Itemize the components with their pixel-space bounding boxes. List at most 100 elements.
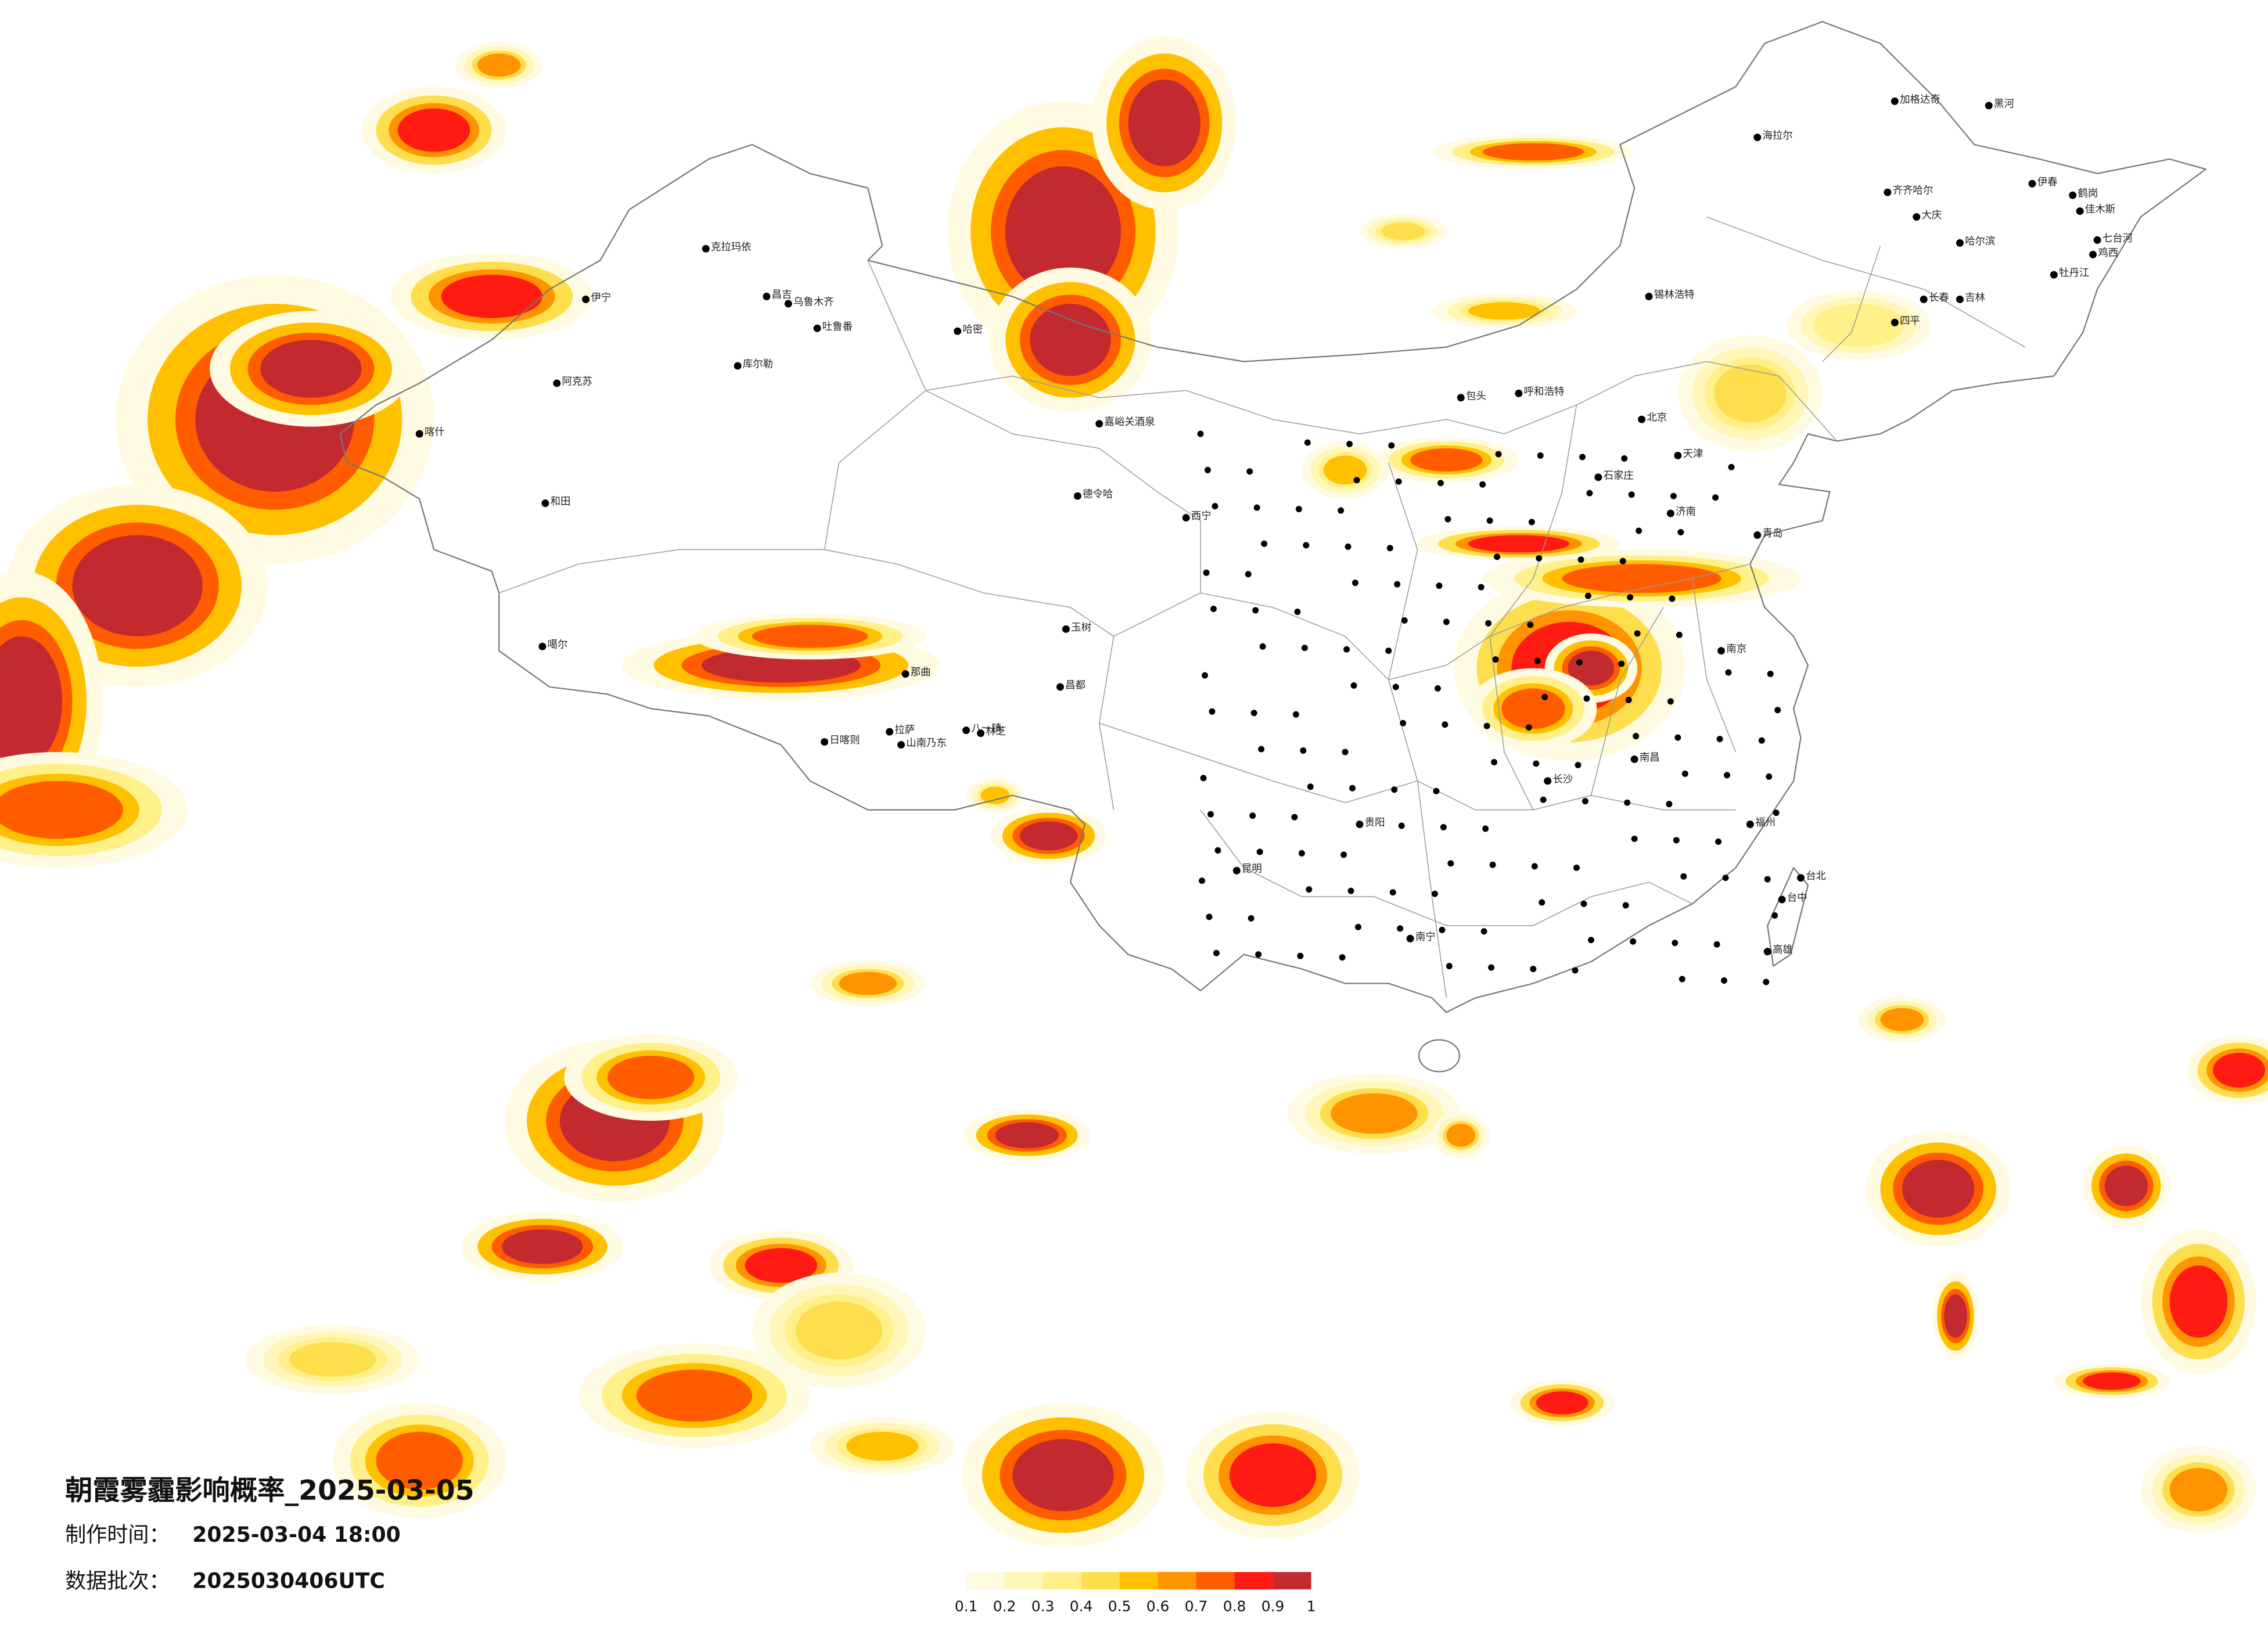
city-dot — [1619, 557, 1626, 564]
province-border — [824, 260, 926, 550]
city-dot — [1494, 553, 1501, 560]
city-dot — [1884, 188, 1892, 196]
city-dot — [763, 293, 771, 301]
city-label: 长春 — [1929, 292, 1949, 304]
haze-area — [846, 1431, 919, 1461]
city-dot — [1478, 584, 1485, 591]
city-dot — [1630, 938, 1637, 945]
city-label: 天津 — [1683, 448, 1703, 460]
haze-area — [477, 53, 521, 77]
borders — [339, 21, 2206, 1073]
city-dot — [1306, 886, 1313, 893]
city-dot — [1206, 913, 1213, 920]
legend-label: 0.7 — [1185, 1598, 1208, 1614]
city-dot — [1515, 389, 1523, 397]
city-dot — [582, 296, 590, 303]
city-dot — [1307, 783, 1314, 790]
city-dot — [1618, 660, 1625, 667]
city-dot — [1582, 798, 1588, 805]
city-dot — [1395, 478, 1402, 485]
legend-swatch — [1081, 1572, 1120, 1589]
city-dot — [1301, 645, 1308, 652]
city-dot — [1797, 874, 1805, 882]
city-label: 南宁 — [1415, 931, 1436, 943]
city-dot — [1625, 696, 1632, 703]
city-label: 嘉峪关酒泉 — [1104, 416, 1155, 428]
haze-area — [1128, 79, 1201, 167]
legend-label: 0.3 — [1031, 1598, 1055, 1614]
haze-area — [1019, 821, 1078, 851]
legend-swatch — [1004, 1572, 1043, 1589]
city-dot — [1291, 814, 1298, 821]
city-dot — [1713, 941, 1720, 948]
haze-area — [0, 636, 63, 767]
haze-area — [995, 1122, 1059, 1149]
city-label: 阿克苏 — [562, 376, 592, 387]
province-border — [1388, 216, 2025, 998]
haze-area — [607, 1055, 695, 1099]
city-dot — [1633, 733, 1640, 740]
city-label: 克拉玛依 — [711, 242, 752, 253]
city-dot — [1386, 545, 1393, 552]
city-dot — [1572, 967, 1579, 974]
legend-label: 0.1 — [955, 1598, 978, 1614]
haze-area — [2104, 1165, 2148, 1206]
city-dot — [1457, 394, 1465, 402]
city-label: 库尔勒 — [743, 359, 773, 370]
city-dot — [1340, 851, 1347, 858]
city-dot — [1666, 509, 1674, 517]
city-dot — [897, 741, 905, 749]
city-dot — [1495, 451, 1502, 458]
city-dot — [1447, 860, 1454, 867]
city-dot — [1678, 976, 1685, 983]
city-dot — [1446, 963, 1453, 970]
province-border — [1200, 563, 1751, 681]
city-label: 贵阳 — [1365, 817, 1385, 829]
city-dot — [1353, 477, 1360, 484]
city-dot — [1638, 415, 1646, 423]
city-dot — [1586, 490, 1593, 497]
city-dot — [1261, 540, 1268, 547]
city-dot — [1544, 777, 1552, 785]
haze-area — [745, 1248, 818, 1283]
city-label: 那曲 — [911, 667, 931, 678]
city-dot — [1717, 647, 1726, 655]
city-dot — [1095, 420, 1104, 428]
city-dot — [1674, 452, 1682, 459]
haze-area — [1229, 1443, 1317, 1507]
city-dot — [2050, 271, 2058, 279]
city-dot — [1062, 625, 1070, 633]
province-border — [925, 361, 1838, 442]
country-outline — [339, 21, 2206, 1013]
city-dot — [415, 430, 423, 438]
city-label: 石家庄 — [1604, 470, 1634, 481]
haze-area — [839, 972, 897, 995]
city-dot — [1349, 785, 1356, 792]
city-dot — [553, 379, 561, 387]
legend-label: 0.8 — [1223, 1598, 1246, 1614]
city-dot — [1433, 787, 1440, 794]
city-dot — [1956, 296, 1964, 303]
city-label: 伊宁 — [591, 292, 611, 304]
city-dot — [813, 324, 821, 332]
city-dot — [1666, 801, 1673, 808]
city-dot — [1345, 543, 1352, 550]
city-dot — [1389, 889, 1396, 896]
city-dot — [1356, 821, 1364, 829]
haze-area — [0, 780, 123, 839]
city-dot — [1579, 454, 1586, 461]
city-dot — [1766, 773, 1773, 780]
city-dot — [1492, 656, 1499, 663]
legend-swatch — [1158, 1572, 1196, 1589]
haze-area — [1381, 222, 1425, 240]
city-dot — [1534, 657, 1541, 664]
city-dot — [1210, 605, 1217, 612]
city-dot — [1388, 442, 1395, 449]
city-dot — [538, 642, 547, 650]
city-dot — [1350, 682, 1357, 689]
city-dot — [702, 244, 710, 253]
city-dot — [1767, 671, 1774, 678]
city-dot — [1673, 837, 1680, 844]
haze-area — [1323, 455, 1367, 485]
